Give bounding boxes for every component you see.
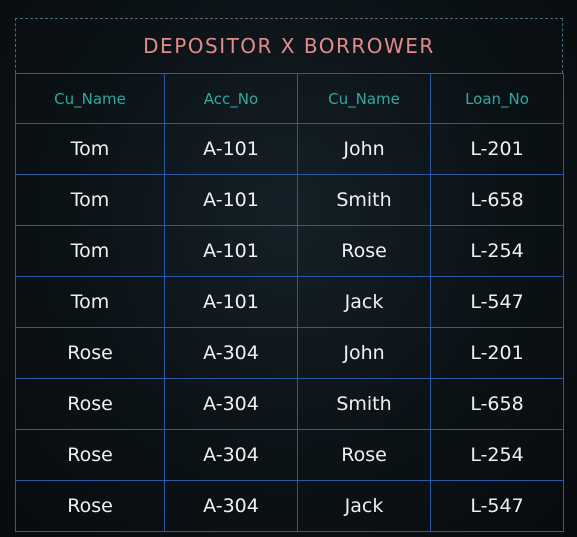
table-row: Tom A-101 John L-201 (15, 123, 564, 175)
table-cell: L-547 (430, 276, 564, 328)
table-cell: Tom (15, 276, 165, 328)
table-cell: Rose (15, 378, 165, 430)
table-cell: A-101 (164, 276, 298, 328)
table-row: Rose A-304 Rose L-254 (15, 429, 564, 481)
table-cell: Smith (297, 378, 431, 430)
table-cell: L-658 (430, 378, 564, 430)
table-cell: A-304 (164, 378, 298, 430)
table-cell: Rose (15, 327, 165, 379)
table-cell: A-101 (164, 174, 298, 226)
table-cell: Tom (15, 174, 165, 226)
title-box: DEPOSITOR X BORROWER (15, 18, 563, 73)
table-cell: John (297, 327, 431, 379)
table-cell: Rose (297, 429, 431, 481)
table-cell: Rose (297, 225, 431, 277)
column-header-loan-no: Loan_No (430, 73, 564, 124)
column-header-cu-name: Cu_Name (15, 73, 165, 124)
table-row: Rose A-304 John L-201 (15, 327, 564, 379)
table-row: Tom A-101 Smith L-658 (15, 174, 564, 226)
table-cell: John (297, 123, 431, 175)
table-cell: L-201 (430, 123, 564, 175)
table-cell: Rose (15, 429, 165, 481)
table-cell: Jack (297, 276, 431, 328)
table-row: Rose A-304 Jack L-547 (15, 480, 564, 532)
table-cell: A-101 (164, 225, 298, 277)
column-header-cu-name-2: Cu_Name (297, 73, 431, 124)
table-row: Tom A-101 Rose L-254 (15, 225, 564, 277)
table-row: Rose A-304 Smith L-658 (15, 378, 564, 430)
header-row: Cu_Name Acc_No Cu_Name Loan_No (15, 73, 564, 124)
table-cell: Tom (15, 225, 165, 277)
table-cell: L-658 (430, 174, 564, 226)
column-header-acc-no: Acc_No (164, 73, 298, 124)
table-cell: Tom (15, 123, 165, 175)
table-title: DEPOSITOR X BORROWER (143, 34, 435, 58)
table-cell: L-254 (430, 225, 564, 277)
table-cell: A-101 (164, 123, 298, 175)
table-cell: Rose (15, 480, 165, 532)
table-row: Tom A-101 Jack L-547 (15, 276, 564, 328)
table-cell: Jack (297, 480, 431, 532)
table-cell: A-304 (164, 429, 298, 481)
table-cell: L-201 (430, 327, 564, 379)
table-cell: L-547 (430, 480, 564, 532)
table-cell: Smith (297, 174, 431, 226)
table-cell: L-254 (430, 429, 564, 481)
table-cell: A-304 (164, 480, 298, 532)
table-cell: A-304 (164, 327, 298, 379)
cartesian-product-table: Cu_Name Acc_No Cu_Name Loan_No Tom A-101… (15, 73, 564, 532)
